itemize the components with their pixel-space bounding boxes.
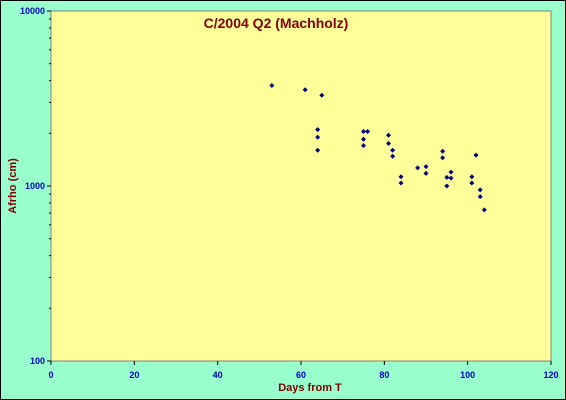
data-point <box>473 152 479 158</box>
data-point <box>390 153 396 159</box>
data-point <box>398 180 404 186</box>
data-point <box>302 87 308 93</box>
data-point <box>423 164 429 170</box>
y-axis-ticks: 100 1000 10000 <box>20 6 51 366</box>
x-axis-ticks: 0 20 40 60 80 100 120 <box>48 361 559 380</box>
data-point <box>390 147 396 153</box>
data-point <box>319 92 325 98</box>
y-tick-label: 10000 <box>20 6 45 16</box>
data-point <box>440 148 446 154</box>
data-point <box>315 127 321 133</box>
x-tick-label: 100 <box>460 370 475 380</box>
data-points <box>269 83 487 213</box>
data-point <box>386 132 391 138</box>
x-tick-label: 40 <box>213 370 223 380</box>
data-point <box>448 175 454 181</box>
data-point <box>415 165 421 171</box>
y-axis-title: Afrho (cm) <box>7 158 19 214</box>
y-tick-label: 100 <box>30 356 45 366</box>
data-point <box>423 170 429 176</box>
x-tick-label: 0 <box>48 370 53 380</box>
x-tick-label: 80 <box>379 370 389 380</box>
data-point <box>315 134 321 140</box>
data-point <box>440 155 446 161</box>
data-point <box>481 207 487 213</box>
data-point <box>269 83 275 89</box>
data-point <box>444 183 450 189</box>
data-point <box>469 180 475 186</box>
x-tick-label: 20 <box>129 370 139 380</box>
data-point <box>361 143 366 149</box>
y-tick-label: 1000 <box>25 181 45 191</box>
data-point <box>386 140 391 146</box>
data-point <box>469 174 475 180</box>
plot-area <box>50 10 552 362</box>
data-point <box>448 169 454 175</box>
data-point <box>361 136 366 142</box>
x-axis-title: Days from T <box>278 382 342 394</box>
chart-title: C/2004 Q2 (Machholz) <box>204 15 349 31</box>
data-point <box>365 128 371 134</box>
data-point <box>477 187 483 193</box>
data-point <box>398 174 404 180</box>
x-tick-label: 60 <box>296 370 306 380</box>
data-point <box>361 128 366 134</box>
data-point <box>444 174 450 180</box>
data-point <box>477 194 483 200</box>
data-point <box>315 147 321 153</box>
x-tick-label: 120 <box>543 370 558 380</box>
